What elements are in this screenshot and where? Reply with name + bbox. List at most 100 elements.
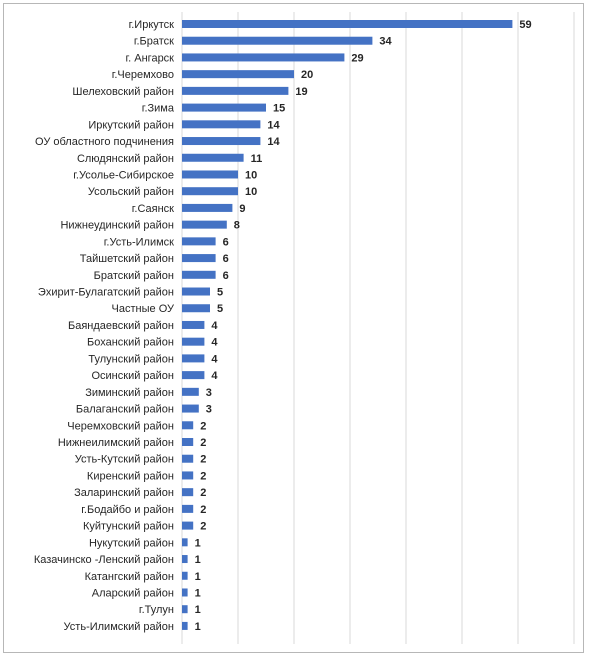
category-label: г. Ангарск [125,52,174,64]
category-label: Заларинский район [74,487,174,499]
category-label: Зиминский район [85,387,174,399]
bar [182,404,199,413]
bar [182,387,199,396]
data-label: 14 [267,119,280,131]
category-label: Тайшетский район [80,253,174,265]
bar [182,588,188,597]
category-label: г.Зима [142,103,175,115]
bar [182,70,294,79]
data-label: 1 [195,604,201,616]
category-label: Нижнеудинский район [60,220,174,232]
data-label: 9 [239,203,245,215]
category-label: г.Усть-Илимск [104,236,174,248]
data-label: 4 [211,353,218,365]
bar [182,170,238,179]
category-label: Иркутский район [88,119,174,131]
bar [182,438,194,446]
data-label: 1 [195,587,201,599]
data-label: 4 [211,370,218,382]
category-label: Усольский район [88,186,174,198]
category-label: г.Иркутск [129,19,175,31]
category-label: г.Тулун [139,604,174,616]
bar [182,203,233,212]
data-label: 5 [217,287,223,299]
bar-chart: г.Иркутск 59г.Братск 34г. Ангарск 29г.Черем… [34,12,575,644]
data-label: 10 [245,169,257,181]
data-label: 15 [273,103,285,115]
category-label: г.Усолье-Сибирское [73,169,174,181]
category-label: ОУ областного подчинения [35,136,174,148]
data-label: 19 [295,86,307,98]
data-label: 1 [195,537,201,549]
data-label: 2 [200,504,206,516]
category-label: г.Братск [134,36,174,48]
data-label: 10 [245,186,257,198]
bar [182,187,238,196]
data-label: 6 [223,253,229,265]
data-label: 8 [234,220,240,232]
bar [182,254,216,263]
bar [182,304,210,313]
bar [182,571,188,580]
bar [182,488,194,497]
data-label: 2 [200,470,206,482]
category-label: Братский район [94,270,174,282]
data-label: 3 [206,404,212,416]
data-label: 29 [351,52,363,64]
bar [182,605,188,614]
chart-frame: г.Иркутск 59 г.Братск 34 г. Ангарск 29 г.Черем… [3,3,584,653]
bar [182,153,244,162]
bar [182,120,261,129]
category-label: Усть-Илимский район [64,621,174,633]
bar [182,421,194,430]
category-label: Нижнеилимский район [58,437,174,449]
category-label: Осинский район [91,370,174,382]
data-label: 1 [195,554,201,566]
data-label: 2 [200,454,206,466]
data-label: 4 [211,320,218,332]
bar [182,320,205,329]
category-label: Аларский район [92,587,174,599]
bar [182,86,289,95]
bar [182,621,188,630]
bar [182,270,216,279]
category-label: г.Бодайбо и район [81,504,174,516]
category-label: Шелеховский район [72,86,174,98]
bar [182,371,205,380]
data-label: 2 [200,420,206,432]
data-label: 5 [217,303,223,315]
category-label: Эхирит-Булагатский район [38,287,174,299]
data-label: 1 [195,571,201,583]
bar [182,20,513,28]
data-label: 6 [223,236,229,248]
data-label: 3 [206,387,212,399]
category-label: Боханский район [87,337,174,349]
bar [182,555,188,564]
data-label: 11 [251,153,263,165]
category-label: Слюдянский район [77,153,174,165]
data-label: 59 [519,19,531,31]
data-label: 6 [223,270,229,282]
bar [182,36,373,45]
category-label: Частные ОУ [112,303,175,315]
data-label: 20 [301,69,313,81]
data-label: 4 [211,337,218,349]
bar [182,454,194,463]
category-label: г.Черемхово [112,69,174,81]
category-label: Киренский район [87,470,174,482]
category-label: Черемховский район [67,420,174,432]
bar [182,521,194,530]
data-label: 2 [200,437,206,449]
category-label: Казачинско -Ленский район [34,554,174,566]
bar [182,287,210,296]
category-label: Балаганский район [76,404,174,416]
bar [182,354,205,363]
bar [182,538,188,547]
data-label: 1 [195,621,201,633]
data-label: 2 [200,521,206,533]
category-label: Куйтунский район [83,521,174,533]
bar [182,337,205,346]
bar [182,137,261,146]
bar [182,504,194,513]
data-label: 2 [200,487,206,499]
